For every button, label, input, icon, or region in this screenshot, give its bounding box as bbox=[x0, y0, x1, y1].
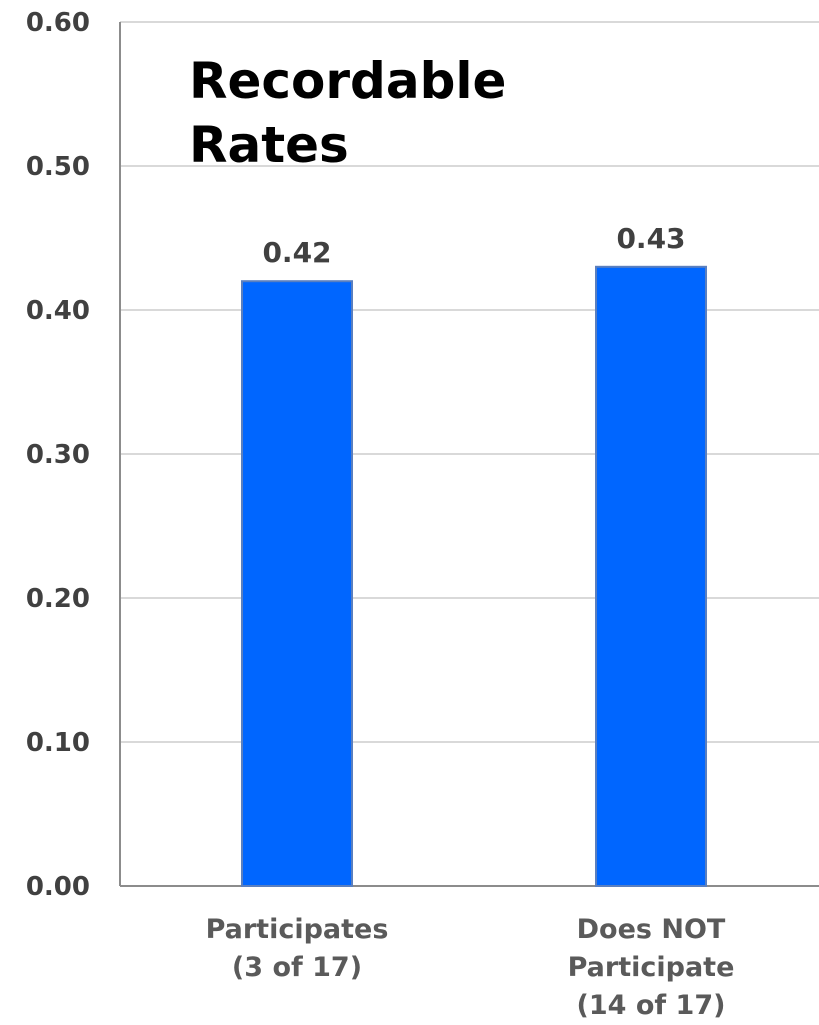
y-tick-label: 0.60 bbox=[26, 8, 90, 38]
chart-title: Recordable Rates bbox=[189, 52, 506, 174]
category-label: Does NOT Participate (14 of 17) bbox=[568, 914, 735, 1021]
chart-title-line: Rates bbox=[189, 116, 349, 174]
data-label: 0.43 bbox=[616, 222, 685, 255]
y-tick-label: 0.00 bbox=[26, 872, 90, 902]
category-label: Participates (3 of 17) bbox=[206, 914, 389, 983]
category-label-line: Participate bbox=[568, 952, 735, 983]
bar bbox=[241, 280, 353, 887]
category-label-line: Participates bbox=[206, 914, 389, 945]
bars bbox=[241, 265, 707, 887]
bar bbox=[595, 265, 707, 887]
y-tick-label: 0.10 bbox=[26, 728, 90, 758]
data-label: 0.42 bbox=[262, 236, 331, 269]
y-tick-label: 0.40 bbox=[26, 296, 90, 326]
y-tick-labels: 0.00 0.10 0.20 0.30 0.40 0.50 0.60 bbox=[26, 8, 90, 902]
y-tick-label: 0.20 bbox=[26, 584, 90, 614]
chart-title-line: Recordable bbox=[189, 52, 506, 110]
data-labels: 0.42 0.43 bbox=[262, 222, 685, 269]
category-labels: Participates (3 of 17) Does NOT Participate… bbox=[206, 914, 735, 1021]
y-tick-label: 0.50 bbox=[26, 152, 90, 182]
y-tick-label: 0.30 bbox=[26, 440, 90, 470]
category-label-line: Does NOT bbox=[577, 914, 726, 945]
category-label-line: (3 of 17) bbox=[232, 952, 362, 983]
category-label-line: (14 of 17) bbox=[577, 990, 726, 1021]
